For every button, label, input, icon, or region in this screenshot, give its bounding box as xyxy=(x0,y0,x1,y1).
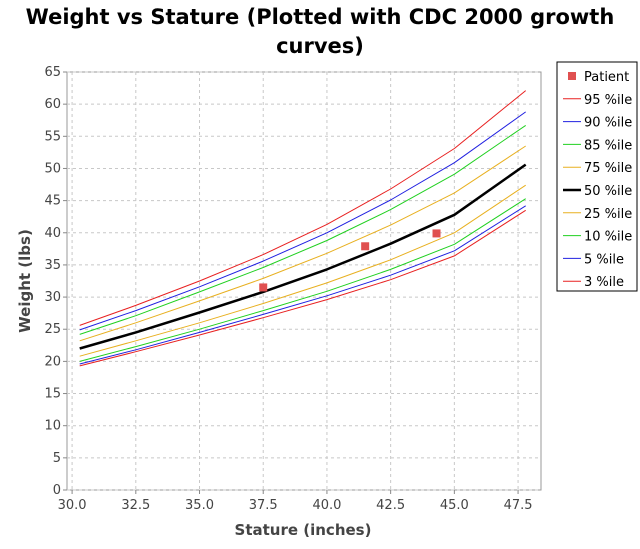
y-tick-label: 45 xyxy=(44,194,61,209)
y-tick-label: 0 xyxy=(53,483,61,498)
series-line-95ile-pct xyxy=(79,90,527,326)
x-tick-label: 32.5 xyxy=(121,498,150,513)
y-axis-label: Weight (lbs) xyxy=(16,229,34,333)
legend: Patient 95 %ile 90 %ile 85 %ile 75 %ile 50 %i… xyxy=(556,61,638,292)
x-axis-ticks: 30.0 32.5 35.0 37.5 40.0 42.5 45.0 47.5 xyxy=(58,490,533,513)
x-tick-label: 40.0 xyxy=(312,498,341,513)
legend-label-patient: Patient xyxy=(584,70,629,85)
legend-label: 85 %ile xyxy=(584,138,632,153)
y-tick-label: 5 xyxy=(53,451,61,466)
legend-swatch-patient xyxy=(568,72,576,80)
chart-title-line-1: Weight vs Stature (Plotted with CDC 2000… xyxy=(26,5,615,29)
y-tick-label: 65 xyxy=(44,65,61,80)
legend-label: 90 %ile xyxy=(584,116,632,131)
legend-label: 3 %ile xyxy=(584,275,624,290)
series-line-90ile-pct xyxy=(79,111,526,331)
series-line-75ile-pct xyxy=(79,145,526,342)
x-tick-label: 35.0 xyxy=(185,498,214,513)
y-tick-label: 25 xyxy=(44,322,61,337)
series-line-85ile-pct xyxy=(79,124,526,335)
percentile-lines xyxy=(79,90,527,367)
grid xyxy=(67,71,541,491)
y-tick-label: 55 xyxy=(44,129,61,144)
y-tick-label: 15 xyxy=(44,387,61,402)
legend-box xyxy=(556,61,638,292)
x-tick-label: 37.5 xyxy=(249,498,278,513)
legend-label: 10 %ile xyxy=(584,230,632,245)
legend-label: 75 %ile xyxy=(584,161,632,176)
legend-label: 50 %ile xyxy=(584,184,632,199)
series-line-5ile-pct xyxy=(79,205,526,365)
x-tick-label: 30.0 xyxy=(58,498,87,513)
y-tick-label: 50 xyxy=(44,161,61,176)
legend-label: 5 %ile xyxy=(584,252,624,267)
y-tick-label: 30 xyxy=(44,290,61,305)
chart-title-line-2: curves) xyxy=(276,34,364,58)
series-line-25ile-pct xyxy=(79,184,526,357)
legend-label: 95 %ile xyxy=(584,93,632,108)
x-tick-label: 42.5 xyxy=(376,498,405,513)
series-line-3ile-pct xyxy=(79,209,526,367)
legend-label: 25 %ile xyxy=(584,207,632,222)
series-line-10ile-pct xyxy=(79,198,526,362)
patient-point xyxy=(259,283,268,292)
plot-area xyxy=(66,71,542,491)
patient-point xyxy=(361,242,370,251)
y-tick-label: 10 xyxy=(44,419,61,434)
x-axis-label: Stature (inches) xyxy=(235,521,372,539)
y-tick-label: 40 xyxy=(44,226,61,241)
series-line-50ile-pct xyxy=(79,163,527,350)
y-tick-label: 35 xyxy=(44,258,61,273)
x-tick-label: 45.0 xyxy=(440,498,469,513)
y-tick-label: 60 xyxy=(44,97,61,112)
x-tick-label: 47.5 xyxy=(504,498,533,513)
y-tick-label: 20 xyxy=(44,354,61,369)
patient-point xyxy=(432,229,441,238)
y-axis-ticks: 0 5 10 15 20 25 30 35 40 45 50 55 60 65 xyxy=(44,65,67,498)
patient-points xyxy=(259,229,441,292)
